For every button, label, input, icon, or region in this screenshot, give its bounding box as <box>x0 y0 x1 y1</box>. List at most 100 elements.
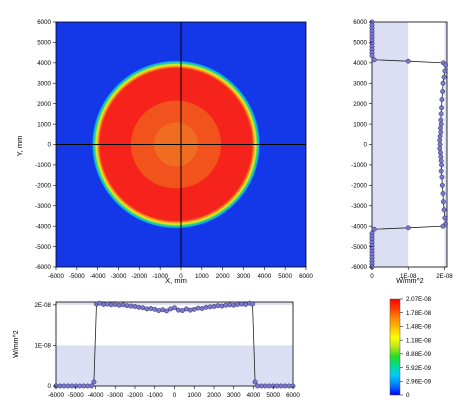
horizontal-profile-point <box>252 379 258 385</box>
colorbar-labels: 2.07E-08 1.78E-08 1.48E-08 1.18E-08 8.88E-09… <box>400 296 432 399</box>
vertical-profile-y-tick-label: 0 <box>364 142 368 149</box>
vertical-profile-y-tick-label: 6000 <box>353 19 367 26</box>
colorbar-tick-label: 0 <box>406 392 410 399</box>
heatmap-x-tick-label: -4000 <box>90 273 106 280</box>
vertical-profile-y-tick-label: -6000 <box>351 264 367 271</box>
vertical-profile-point <box>441 74 447 80</box>
horizontal-profile-point <box>112 301 118 307</box>
vertical-profile-point <box>371 57 377 63</box>
colorbar-gradient <box>389 298 401 396</box>
heatmap-x-tick-label: 2000 <box>216 273 230 280</box>
heatmap-x-tick-label: 4000 <box>257 273 271 280</box>
heatmap-x-tick-label: -1000 <box>152 273 168 280</box>
vertical-profile-point <box>437 146 443 152</box>
horizontal-profile-points <box>53 300 296 389</box>
horizontal-profile-x-tick-label: 5000 <box>266 392 280 399</box>
horizontal-profile-point <box>104 301 110 307</box>
horizontal-profile-y-ticks: 2E-08 1E-08 0 <box>34 302 56 390</box>
heatmap-y-tick-label: 6000 <box>37 19 51 26</box>
vertical-profile-point <box>439 174 445 180</box>
heatmap-x-tick-label: 6000 <box>299 273 313 280</box>
vertical-profile-point <box>440 199 446 205</box>
horizontal-profile-x-tick-label: 3000 <box>227 392 241 399</box>
horizontal-profile-shade-high <box>56 302 293 305</box>
vertical-profile-x-tick-label: 0 <box>370 273 374 280</box>
horizontal-profile-point <box>231 302 237 308</box>
heatmap-y-tick-label: -6000 <box>35 264 51 271</box>
vertical-profile-point <box>440 223 446 229</box>
vertical-profile-point <box>369 53 375 59</box>
vertical-profile-chart: 6000 5000 4000 3000 2000 1000 0 -1000 -2000 -3000… <box>351 19 453 285</box>
vertical-profile-y-tick-label: -1000 <box>351 162 367 169</box>
colorbar-tick-label: 8.88E-09 <box>406 351 432 358</box>
horizontal-profile-x-tick-label: -6000 <box>48 392 64 399</box>
horizontal-profile-y-tick-label: 0 <box>48 383 52 390</box>
horizontal-profile-x-tick-label: -2000 <box>127 392 143 399</box>
vertical-profile-point <box>442 68 448 74</box>
colorbar-tick-label: 2.96E-09 <box>406 378 432 385</box>
vertical-profile-y-tick-label: -3000 <box>351 203 367 210</box>
vertical-profile-point <box>437 137 443 143</box>
vertical-profile-point <box>439 105 445 111</box>
vertical-profile-point <box>437 133 443 139</box>
heatmap-x-tick-label: -6000 <box>48 273 64 280</box>
vertical-profile-point <box>443 62 449 68</box>
horizontal-profile-x-tick-label: 4000 <box>247 392 261 399</box>
heatmap-y-ticks: 6000 5000 4000 3000 2000 1000 0 -1000 -2000 -3000… <box>35 19 56 271</box>
horizontal-profile-x-tick-label: 6000 <box>286 392 300 399</box>
vertical-profile-point <box>440 191 446 196</box>
heatmap-x-tick-label: -5000 <box>69 273 85 280</box>
heatmap-x-tick-label: 0 <box>179 273 183 280</box>
horizontal-profile-y-label: W/mm^2 <box>13 330 20 357</box>
horizontal-profile-point <box>172 305 177 311</box>
vertical-profile-shade-low <box>372 22 409 267</box>
vertical-profile-point <box>439 182 445 188</box>
horizontal-profile-point <box>120 302 126 308</box>
vertical-profile-point <box>440 80 446 86</box>
vertical-profile-point <box>438 154 444 160</box>
heatmap-y-tick-label: -3000 <box>35 203 51 210</box>
vertical-profile-point <box>441 207 447 213</box>
horizontal-profile-x-tick-label: 0 <box>173 392 177 399</box>
horizontal-profile-x-tick-label: -5000 <box>68 392 84 399</box>
vertical-profile-point <box>405 58 411 64</box>
vertical-profile-point <box>438 150 443 156</box>
vertical-profile-point <box>439 162 445 168</box>
horizontal-profile-y-tick-label: 2E-08 <box>34 302 51 309</box>
horizontal-profile-point <box>132 304 138 309</box>
vertical-profile-y-tick-label: 1000 <box>353 121 367 128</box>
horizontal-profile-point <box>91 379 97 385</box>
heatmap-y-tick-label: 3000 <box>37 80 51 87</box>
vertical-profile-y-tick-label: 3000 <box>353 80 367 87</box>
horizontal-profile-x-tick-label: -1000 <box>147 392 163 399</box>
colorbar-tick-label: 5.92E-09 <box>406 365 432 372</box>
heatmap-y-tick-label: 0 <box>48 142 52 149</box>
horizontal-profile-point <box>187 307 193 313</box>
heatmap-x-tick-label: -2000 <box>131 273 147 280</box>
horizontal-profile-x-ticks: -6000 -5000 -4000 -3000 -2000 -1000 0 1000 2000 3… <box>48 386 300 399</box>
heatmap-x-tick-label: -3000 <box>111 273 127 280</box>
vertical-profile-point <box>442 215 448 221</box>
vertical-profile-x-ticks: 0 1E-08 2E-08 <box>370 267 453 280</box>
horizontal-profile-x-tick-label: 2000 <box>207 392 221 399</box>
heatmap-x-label: X, mm <box>165 276 187 285</box>
vertical-profile-point <box>438 158 444 164</box>
vertical-profile-shade-high <box>444 22 447 267</box>
horizontal-profile-y-tick-label: 1E-08 <box>34 343 51 350</box>
colorbar-tick-label: 1.18E-08 <box>406 337 432 344</box>
vertical-profile-points <box>369 19 449 270</box>
colorbar-tick-label: 2.07E-08 <box>406 296 432 303</box>
heatmap-x-ticks: -6000 -5000 -4000 -3000 -2000 -1000 0 1000 2000 3… <box>48 267 313 280</box>
vertical-profile-point <box>438 117 444 123</box>
vertical-profile-y-tick-label: -2000 <box>351 183 367 190</box>
horizontal-profile-x-tick-label: -4000 <box>88 392 104 399</box>
vertical-profile-point <box>371 226 377 232</box>
vertical-profile-point <box>438 168 444 174</box>
heatmap-x-tick-label: 3000 <box>237 273 251 280</box>
vertical-profile-point <box>438 111 444 117</box>
vertical-profile-point <box>437 142 443 147</box>
vertical-profile-point <box>405 225 411 231</box>
colorbar: 2.07E-08 1.78E-08 1.48E-08 1.18E-08 8.88E-09… <box>389 296 432 399</box>
